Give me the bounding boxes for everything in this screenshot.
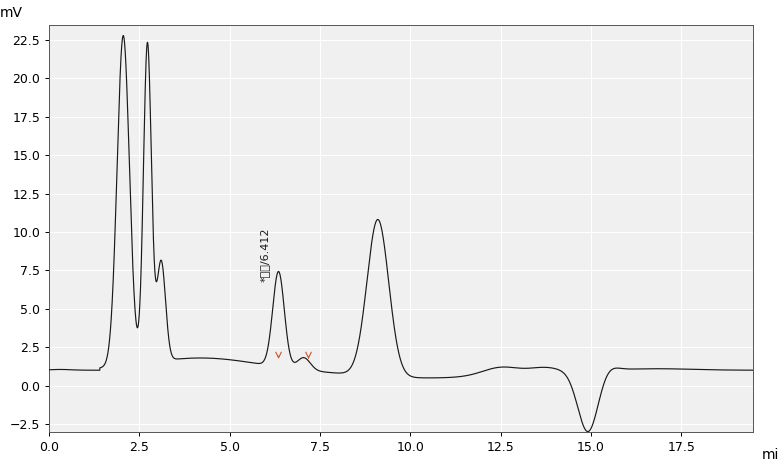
Text: mV: mV xyxy=(0,7,23,21)
Text: *木糖/6.412: *木糖/6.412 xyxy=(259,228,270,282)
X-axis label: min: min xyxy=(762,448,779,462)
